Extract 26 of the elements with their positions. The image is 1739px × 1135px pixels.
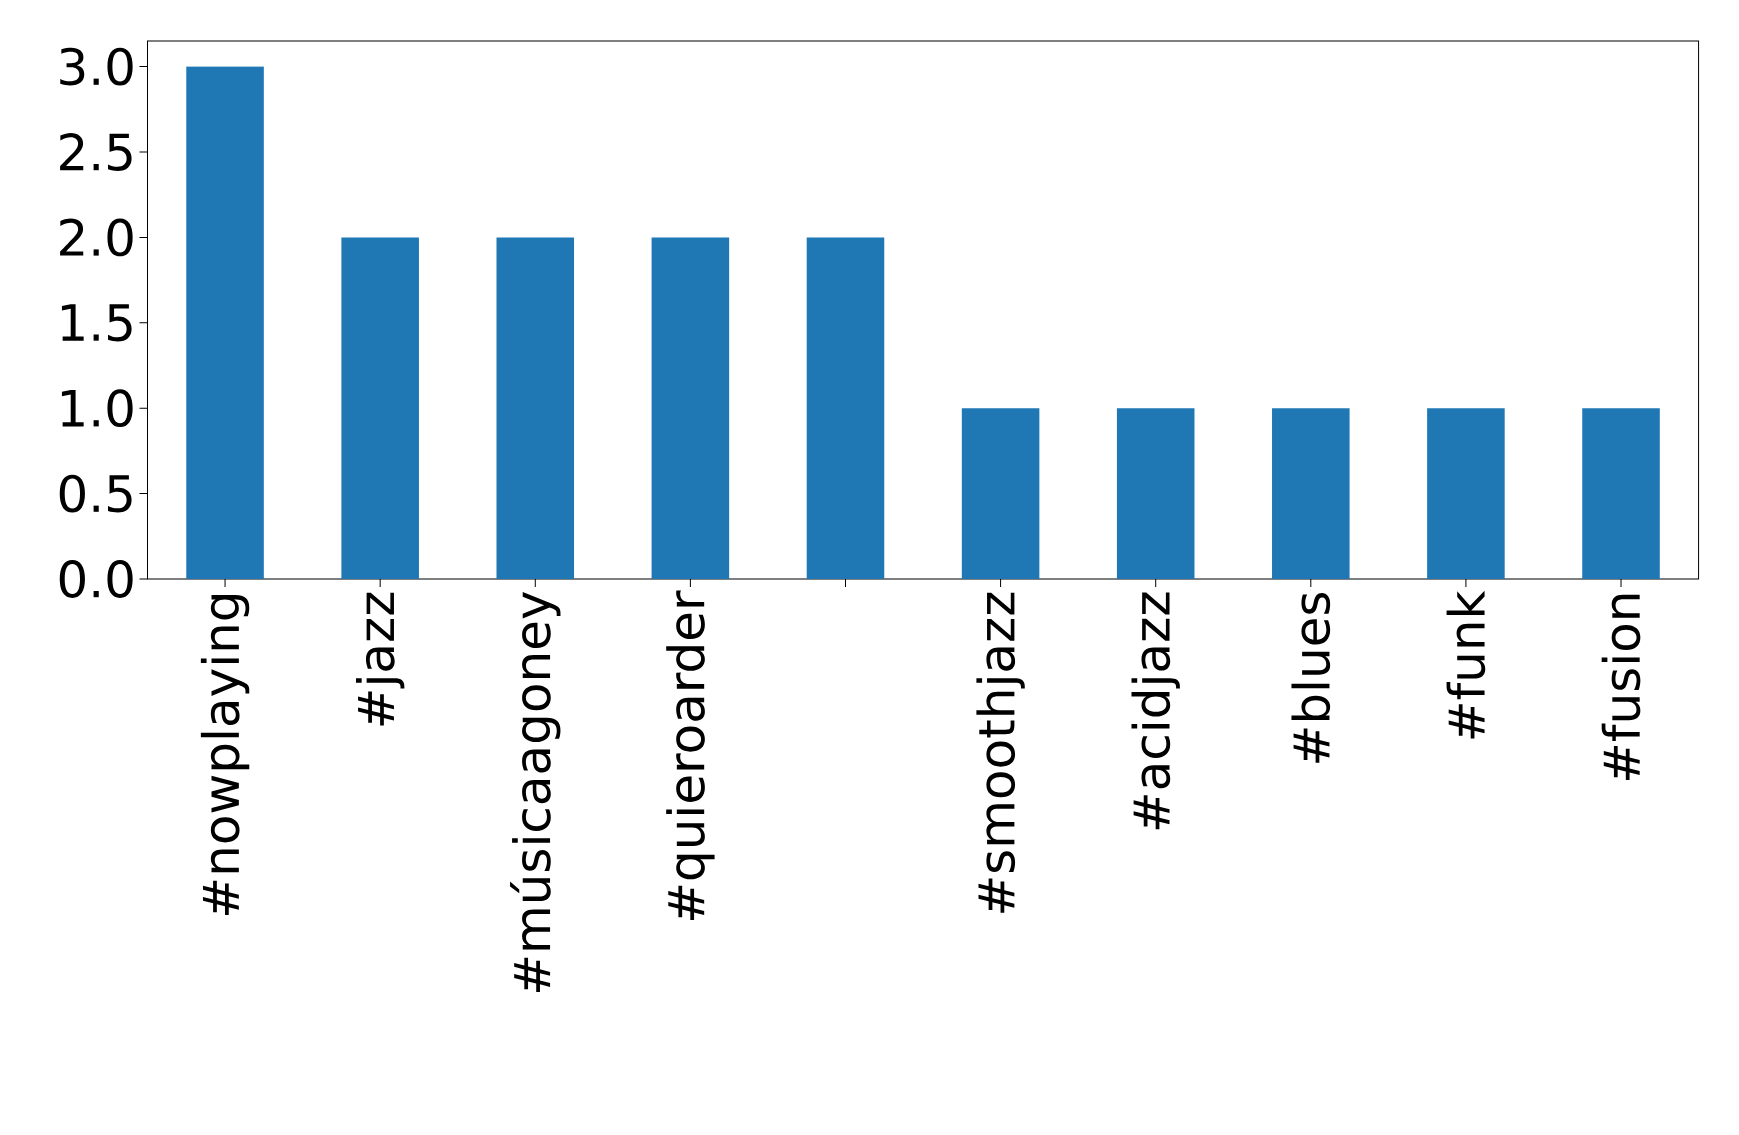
bar [961, 408, 1040, 579]
x-tick-label: #smoothjazz [976, 592, 1025, 913]
bar [806, 237, 885, 579]
y-tick-label: 1.0 [61, 389, 133, 428]
x-tick-label: #acidjazz [1131, 592, 1180, 830]
bar [496, 237, 575, 579]
bar [341, 237, 419, 579]
x-tick-label: #jazz [355, 592, 405, 726]
bar [1116, 408, 1195, 579]
x-tick-label: #funk [1446, 590, 1486, 739]
y-tick-label: 0.0 [59, 560, 133, 598]
x-tick-label: #nowplaying [200, 594, 250, 915]
x-tick-label: #blues [1291, 592, 1331, 763]
y-tick-label: 1.5 [61, 304, 132, 342]
y-tick-label: 3.0 [60, 47, 133, 86]
y-tick-label: 2.5 [60, 133, 132, 171]
bar [1272, 408, 1350, 579]
x-tick-label: #músicaagoney [510, 591, 561, 993]
bar [1582, 408, 1660, 579]
x-tick-label: #quieroarder [666, 590, 715, 921]
bar [1427, 408, 1505, 579]
bar [651, 237, 730, 579]
y-tick-label: 2.0 [60, 218, 133, 257]
y-tick-label: 0.5 [59, 474, 132, 513]
bar [186, 66, 264, 579]
x-tick-label: #fusion [1601, 594, 1641, 781]
